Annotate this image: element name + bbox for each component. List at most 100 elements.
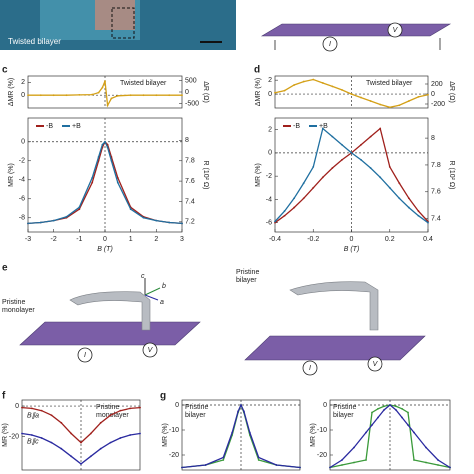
data-point (40, 409, 43, 412)
x-axis-label: B (T) (97, 246, 113, 253)
voltage-label: V (373, 361, 379, 368)
y-tick-label: 0 (21, 92, 25, 99)
data-point (331, 167, 334, 169)
data-point (101, 143, 104, 146)
data-point (341, 158, 343, 161)
data-point (437, 464, 439, 466)
data-point (407, 424, 409, 426)
text-line: Pristine (2, 299, 25, 306)
y-tick-label: 2 (268, 77, 272, 84)
legend-label: -B (293, 123, 300, 130)
data-point (78, 93, 81, 96)
data-point (52, 219, 55, 222)
panel-label: c (2, 65, 8, 76)
y-tick-label: -10 (317, 427, 327, 434)
data-point (78, 206, 81, 209)
data-point (257, 456, 260, 459)
data-point (70, 432, 73, 435)
text-line: monolayer (2, 307, 35, 314)
data-point (398, 104, 401, 107)
current-label: I (329, 41, 331, 48)
y-tick-label: 0 (323, 402, 327, 409)
data-point (27, 94, 29, 97)
text-line: bilayer (236, 277, 257, 284)
data-point (417, 214, 420, 217)
data-point (101, 86, 104, 89)
data-point (383, 409, 385, 411)
data-point (350, 151, 353, 154)
y2-tick-label: 0 (185, 89, 189, 96)
chart-title: Pristine bilayer (333, 404, 356, 419)
legend-label: B∥a (27, 411, 39, 419)
x-axis-label: B (T) (344, 246, 360, 253)
data-point (293, 84, 296, 86)
y2-tick-label: 7.4 (185, 198, 195, 205)
x-tick-label: -3 (25, 236, 31, 243)
data-point (302, 80, 305, 83)
current-source (77, 347, 93, 363)
data-point (341, 89, 343, 91)
y2-tick-label: 8 (185, 137, 189, 144)
data-point (407, 206, 410, 209)
y-tick-label: -6 (266, 220, 272, 227)
data-point (401, 416, 403, 419)
data-point (106, 146, 109, 149)
data-point (312, 186, 315, 189)
data-point (129, 94, 132, 97)
y-tick-label: -20 (317, 452, 327, 459)
y-tick-label: 2 (21, 79, 25, 86)
current-label: I (84, 352, 86, 359)
data-point (89, 455, 92, 458)
data-point (231, 431, 234, 434)
y-tick-label: -8 (19, 215, 25, 222)
y-tick-label: -20 (169, 452, 179, 459)
data-point (89, 432, 92, 435)
data-point (407, 197, 410, 200)
chart-title: Pristine monolayer (96, 404, 129, 419)
data-point (181, 94, 183, 97)
data-point (383, 405, 385, 408)
data-point (222, 456, 225, 459)
data-point (425, 461, 427, 464)
data-point (168, 94, 171, 97)
y2-tick-label: 0 (431, 91, 435, 98)
data-point (360, 96, 362, 99)
substrate (260, 23, 452, 37)
legend-label: +B (72, 123, 81, 130)
data-point (302, 197, 305, 200)
y2-tick-label: 500 (185, 77, 197, 84)
data-point (371, 411, 373, 414)
sample-label: Pristine monolayer (2, 299, 35, 314)
x-tick-label: 0.2 (385, 236, 395, 243)
data-point (379, 176, 382, 179)
data-point (331, 85, 334, 88)
x-tick-label: -2 (51, 236, 57, 243)
y2-axis-label: ΔR (Ω) (202, 81, 209, 103)
data-point (353, 446, 355, 449)
data-point (365, 431, 367, 434)
data-point (70, 455, 73, 458)
data-point (240, 404, 242, 406)
data-point (21, 406, 23, 409)
y-tick-label: -4 (19, 177, 25, 184)
data-point (243, 410, 245, 413)
sample-label-text: Pristine bilayer (236, 269, 259, 284)
y-tick-label: -20 (9, 433, 19, 440)
y-tick-label: 0 (21, 139, 25, 146)
data-point (116, 176, 119, 179)
y-tick-label: 0 (268, 91, 272, 98)
y2-tick-label: 7.6 (431, 189, 441, 196)
y2-tick-label: 7.6 (185, 178, 195, 185)
x-tick-label: 1 (129, 236, 133, 243)
current-source (302, 360, 318, 376)
data-point (417, 95, 420, 98)
y-axis-label: MR (%) (2, 423, 9, 447)
data-point (50, 414, 53, 417)
y2-tick-label: 7.8 (185, 158, 195, 165)
data-point (425, 446, 427, 449)
data-point (369, 167, 372, 169)
y-axis-label: ΔMR (%) (255, 78, 262, 106)
data-point (30, 407, 33, 410)
data-point (341, 143, 343, 146)
data-point (65, 215, 68, 218)
